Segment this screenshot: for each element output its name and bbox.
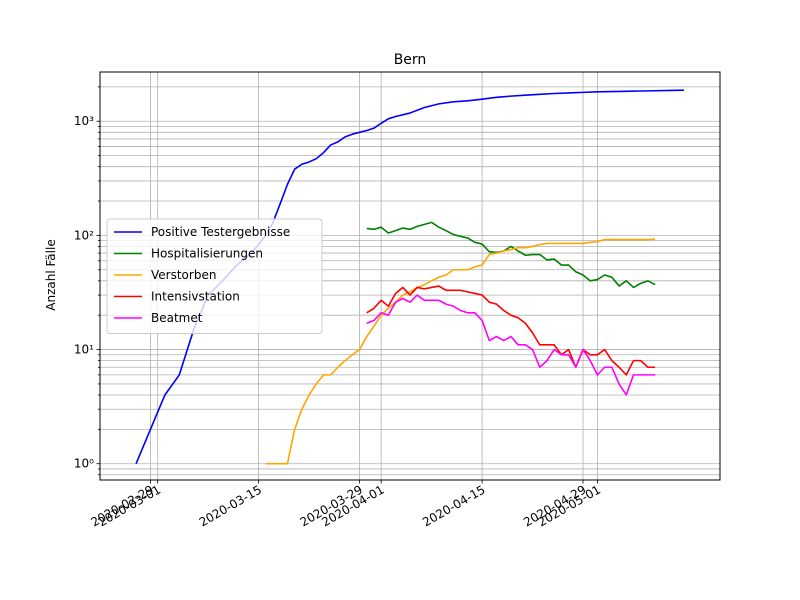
legend-label: Positive Testergebnisse [151, 225, 290, 239]
series-line-intensivstation [366, 285, 656, 376]
legend: Positive Testergebnisse Hospitalisierunge… [106, 218, 323, 334]
y-tick-label: 10¹ [74, 343, 94, 357]
legend-label: Beatmet [151, 311, 203, 325]
legend-label: Hospitalisierungen [151, 247, 263, 261]
series-line-beatmet [366, 294, 656, 396]
chart-title: Bern [394, 52, 427, 68]
series-line-hospitalisierungen [366, 221, 656, 289]
legend-label: Intensivstation [151, 290, 240, 304]
legend-box [106, 218, 323, 334]
y-tick-label: 10³ [74, 114, 94, 128]
y-tick-label: 10² [74, 228, 94, 242]
y-axis-label: Anzahl Fälle [44, 239, 58, 310]
grid-lines [100, 72, 720, 480]
legend-label: Verstorben [151, 268, 216, 282]
y-tick-label: 10⁰ [74, 457, 94, 471]
plot-frame [99, 71, 721, 481]
series-line-verstorben [265, 238, 656, 465]
